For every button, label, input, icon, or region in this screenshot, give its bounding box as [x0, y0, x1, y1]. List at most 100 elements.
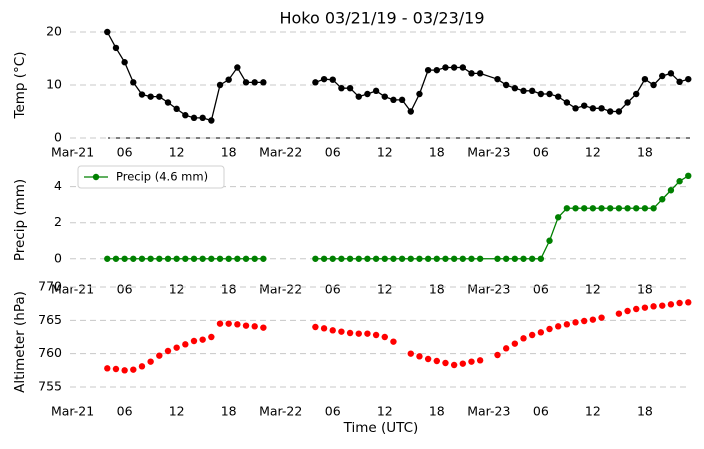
data-point [572, 105, 579, 112]
y-tick-label: 0 [54, 250, 62, 265]
data-point [112, 44, 120, 52]
data-point [528, 87, 536, 95]
data-point [260, 79, 267, 86]
x-tick-label: 18 [637, 404, 653, 419]
data-point [329, 255, 336, 262]
y-tick-label: 765 [38, 312, 62, 327]
data-point [502, 255, 510, 262]
data-point [676, 78, 683, 86]
data-point [121, 367, 128, 374]
data-point [537, 329, 545, 336]
data-point [633, 90, 640, 98]
y-tick-label: 4 [54, 178, 62, 193]
data-point [182, 112, 189, 119]
data-point [641, 205, 649, 212]
data-point [528, 255, 536, 262]
data-point [381, 255, 388, 262]
x-tick-label: 06 [117, 145, 133, 160]
data-point [633, 205, 640, 212]
chart-title: Hoko 03/21/19 - 03/23/19 [279, 9, 484, 28]
y-tick-label: 760 [38, 345, 62, 360]
data-point [459, 64, 467, 71]
x-tick-label: 18 [221, 145, 237, 160]
data-point [260, 324, 267, 331]
data-point [242, 322, 250, 329]
data-point [216, 255, 224, 262]
data-point [104, 255, 111, 262]
data-point [589, 205, 597, 212]
data-point [676, 299, 683, 307]
data-point [572, 205, 579, 212]
data-point [598, 205, 605, 212]
data-point [494, 255, 501, 262]
data-point [581, 317, 588, 325]
data-point [502, 345, 510, 352]
data-point [138, 255, 146, 262]
data-point [563, 99, 571, 106]
data-point [390, 255, 397, 262]
data-point [156, 93, 163, 100]
data-point [346, 255, 354, 262]
x-tick-label: Mar-21 [51, 404, 94, 419]
data-point [685, 75, 692, 83]
x-tick-label: 06 [325, 145, 341, 160]
x-tick-label: 12 [169, 145, 185, 160]
data-point [607, 108, 614, 115]
x-tick-label: Mar-22 [259, 282, 302, 297]
data-point [364, 255, 371, 262]
legend-box [77, 165, 225, 189]
data-point [320, 75, 328, 83]
data-point [381, 333, 388, 341]
data-point [234, 64, 241, 71]
data-point [216, 81, 224, 89]
data-point [329, 327, 336, 334]
data-point [624, 99, 631, 106]
data-point [615, 108, 623, 115]
data-point [511, 255, 519, 262]
data-point [225, 76, 232, 83]
legend: Precip (4.6 mm) [77, 165, 225, 189]
data-point [156, 352, 163, 359]
y-tick-label: 0 [54, 130, 62, 145]
data-point [459, 360, 467, 367]
data-point [364, 330, 371, 337]
data-point [138, 91, 146, 98]
x-tick-label: Mar-23 [467, 282, 510, 297]
data-point [216, 320, 224, 327]
data-point [659, 72, 666, 80]
data-point [190, 114, 198, 122]
data-point [390, 96, 397, 104]
data-point [338, 255, 345, 262]
data-point [546, 325, 553, 333]
data-point [190, 337, 198, 345]
data-point [225, 255, 232, 262]
data-point [346, 84, 354, 92]
data-point [450, 64, 458, 71]
x-tick-label: 18 [637, 282, 653, 297]
data-point [546, 237, 553, 244]
data-point [546, 90, 553, 98]
data-point [424, 355, 432, 363]
y-tick-label: 770 [38, 279, 62, 294]
data-point [364, 90, 371, 98]
data-point [581, 205, 588, 212]
x-tick-label: 18 [221, 282, 237, 297]
data-point [173, 105, 180, 113]
x-tick-label: 06 [533, 145, 549, 160]
data-point [416, 353, 423, 360]
data-point [641, 304, 649, 311]
y-axis-label: Altimeter (hPa) [12, 291, 28, 393]
x-tick-label: 18 [429, 404, 445, 419]
data-point [121, 255, 128, 262]
data-point [667, 70, 675, 77]
data-point [476, 255, 484, 262]
data-point [650, 205, 657, 212]
data-point [320, 255, 328, 262]
data-point [624, 205, 631, 212]
data-point [234, 255, 241, 262]
data-point [329, 76, 336, 83]
data-point [685, 172, 692, 180]
data-point [208, 333, 215, 341]
data-point [338, 328, 345, 335]
data-point [199, 114, 206, 122]
